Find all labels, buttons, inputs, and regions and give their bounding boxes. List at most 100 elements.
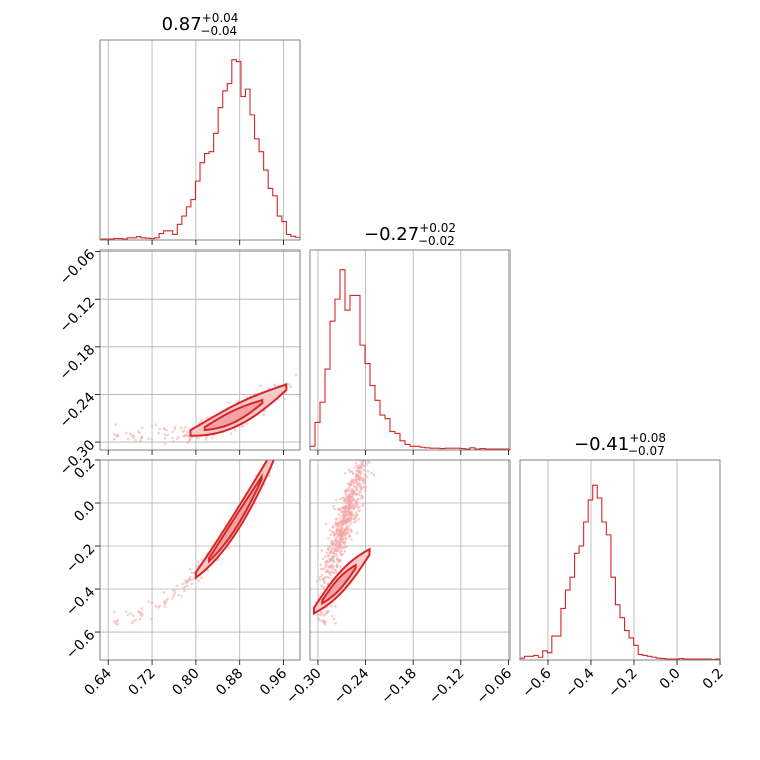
sample-point xyxy=(295,410,298,413)
sample-point xyxy=(150,438,154,441)
sample-point xyxy=(337,508,340,511)
sample-point xyxy=(319,567,323,571)
sample-point xyxy=(227,401,231,405)
panel-frame xyxy=(99,459,301,661)
sample-point xyxy=(334,543,338,546)
sample-point xyxy=(336,532,340,535)
sample-point xyxy=(335,521,338,525)
sample-point xyxy=(347,503,351,507)
sample-point xyxy=(348,511,351,515)
sample-point xyxy=(332,554,335,558)
sample-point xyxy=(200,558,204,562)
sample-point xyxy=(171,430,174,434)
sample-point xyxy=(323,622,327,626)
scatter-points xyxy=(312,423,377,626)
sample-point xyxy=(327,536,330,540)
y-tick-label: −0.12 xyxy=(57,294,99,336)
sample-point xyxy=(139,611,143,614)
sample-point xyxy=(337,520,341,524)
sample-point xyxy=(355,493,359,496)
sample-point xyxy=(275,445,278,448)
sample-point xyxy=(344,512,348,516)
sample-point xyxy=(172,594,175,597)
sample-point xyxy=(116,622,119,626)
sample-point xyxy=(338,539,341,542)
sample-point xyxy=(331,541,335,545)
sample-point xyxy=(344,471,347,475)
sample-point xyxy=(334,604,337,608)
sample-point xyxy=(132,619,135,623)
sample-point xyxy=(332,571,335,575)
sample-point xyxy=(341,519,345,522)
sample-point xyxy=(179,426,183,430)
sample-point xyxy=(347,497,351,500)
x-axis-labels-1: 0.64 0.72 0.80 0.88 0.96 xyxy=(82,665,291,698)
sample-point xyxy=(129,612,132,615)
sample-point xyxy=(337,543,341,546)
sample-point xyxy=(353,499,356,502)
sample-point xyxy=(361,504,365,508)
sample-point xyxy=(196,560,200,563)
sample-point xyxy=(348,482,351,486)
contour-line-outer xyxy=(194,460,275,580)
sample-point xyxy=(171,596,174,600)
sample-point xyxy=(329,533,332,537)
sample-point xyxy=(357,517,361,521)
sample-point xyxy=(229,432,233,435)
sample-point xyxy=(171,588,174,592)
sample-point xyxy=(342,511,346,514)
sample-point xyxy=(320,584,323,588)
sample-point xyxy=(112,433,116,436)
sample-point xyxy=(329,539,333,543)
sample-point xyxy=(344,536,348,539)
y-tick-label: −0.24 xyxy=(57,389,99,431)
sample-point xyxy=(205,435,209,439)
panel-frame xyxy=(99,249,301,451)
sample-point xyxy=(147,600,150,603)
sample-point xyxy=(341,523,345,527)
sample-point xyxy=(356,473,359,477)
sample-point xyxy=(355,464,359,468)
sample-point xyxy=(373,427,376,430)
sample-point xyxy=(181,582,185,586)
x-tick-label: −0.6 xyxy=(519,665,554,700)
sample-point xyxy=(354,469,358,473)
sample-point xyxy=(197,436,201,440)
sample-point xyxy=(206,569,210,572)
sample-point xyxy=(325,610,329,614)
sample-point xyxy=(332,534,336,537)
sample-point xyxy=(335,498,338,502)
sample-point xyxy=(233,428,237,432)
sample-point xyxy=(374,423,377,426)
sample-point xyxy=(186,434,190,438)
sample-point xyxy=(366,460,369,464)
sample-point xyxy=(366,469,370,473)
sample-point xyxy=(327,576,331,580)
sample-point xyxy=(189,437,192,441)
sample-point xyxy=(140,426,144,429)
sample-point xyxy=(344,522,348,526)
sample-point xyxy=(351,481,355,485)
sample-point xyxy=(263,409,266,413)
x-tick-label: 0.0 xyxy=(657,666,684,693)
sample-point xyxy=(352,484,356,488)
sample-point xyxy=(163,602,167,606)
sample-point xyxy=(325,561,329,564)
sample-point xyxy=(112,610,116,614)
sample-point xyxy=(361,479,365,482)
x-tick-label: 0.88 xyxy=(213,666,246,699)
sample-point xyxy=(360,476,364,479)
sample-point xyxy=(284,431,287,434)
sample-point xyxy=(354,512,358,516)
sample-point xyxy=(173,589,177,592)
sample-point xyxy=(359,490,362,494)
sample-point xyxy=(114,423,117,426)
sample-point xyxy=(158,427,161,431)
sample-point xyxy=(325,551,329,555)
sample-point xyxy=(339,546,343,549)
sample-point xyxy=(333,549,337,552)
sample-point xyxy=(335,565,338,569)
sample-point xyxy=(211,436,214,440)
sample-point xyxy=(318,575,322,579)
y-tick-label: 0.0 xyxy=(71,498,98,525)
